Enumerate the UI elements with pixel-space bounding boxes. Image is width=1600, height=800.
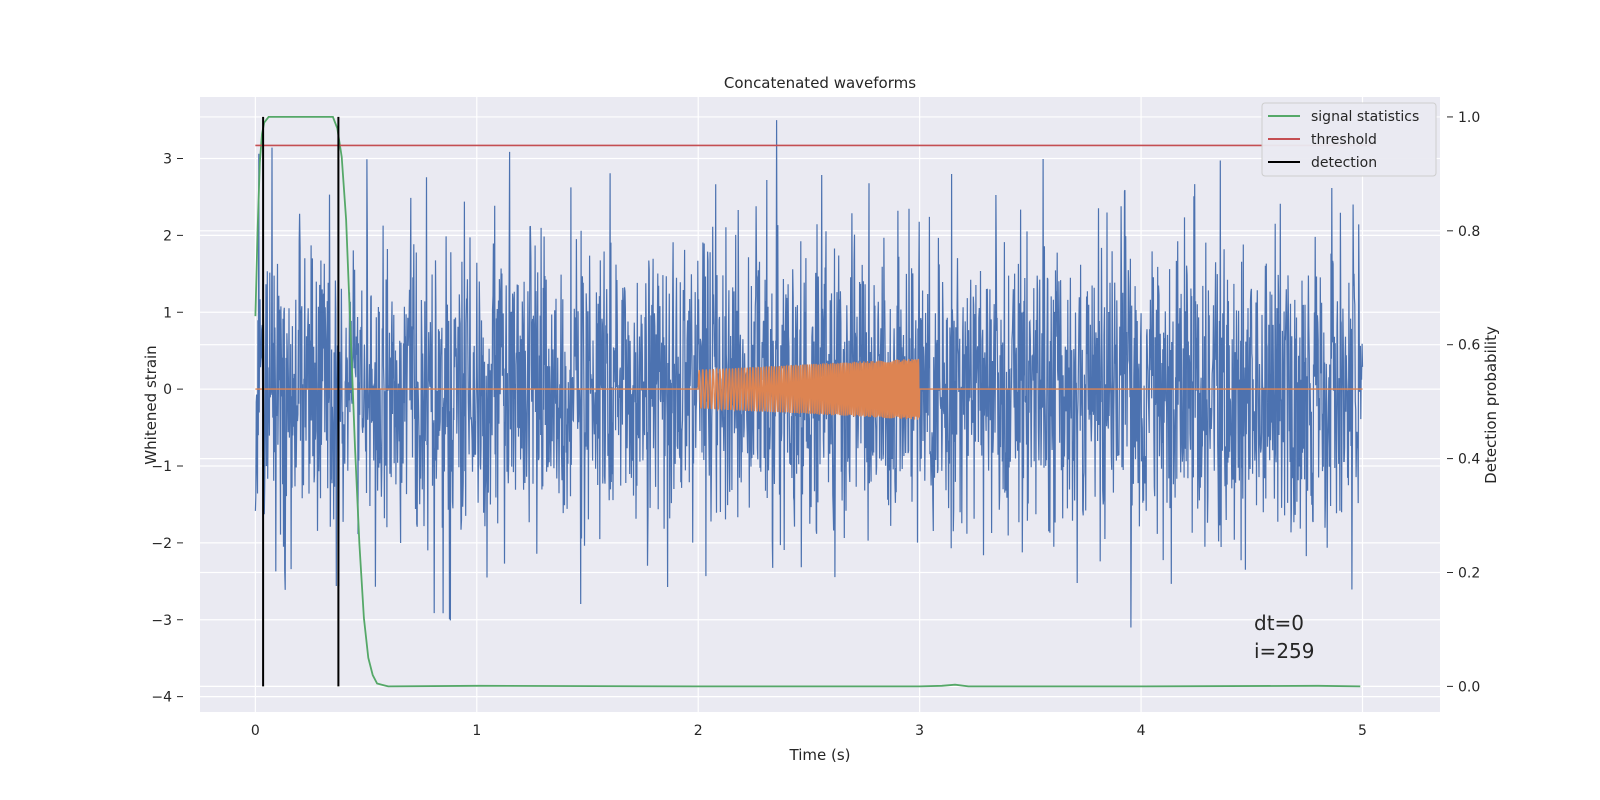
x-tick-label: 2 [694, 723, 703, 739]
y-tick-label: −1 [151, 459, 172, 475]
x-tick-label: 3 [915, 723, 924, 739]
ticks: 0 1 2 3 4 5 3 2 1 0 −1 −2 −3 −4 1.0 0.8 0.6 0.4 0.2 0.0 [151, 110, 1480, 739]
y-right-tick-label: 0.6 [1458, 338, 1480, 354]
y-tick-label: −4 [151, 690, 172, 706]
y-right-tick-label: 0.8 [1458, 224, 1480, 240]
annotation-index: i=259 [1254, 639, 1315, 663]
y-tick-label: 0 [163, 382, 172, 398]
series-layer [254, 116, 1374, 688]
y-right-axis-label: Detection probability [1482, 326, 1500, 484]
x-tick-label: 4 [1137, 723, 1146, 739]
x-axis-label: Time (s) [789, 746, 851, 764]
y-tick-label: 3 [163, 152, 172, 168]
x-tick-label: 1 [472, 723, 481, 739]
x-tick-label: 5 [1358, 723, 1367, 739]
x-tick-label: 0 [251, 723, 260, 739]
y-right-tick-label: 0.0 [1458, 679, 1480, 695]
y-tick-label: 2 [163, 228, 172, 244]
y-right-tick-label: 0.2 [1458, 565, 1480, 581]
y-axis-label: Whitened strain [142, 345, 160, 464]
y-right-tick-label: 1.0 [1458, 110, 1480, 126]
y-tick-label: −2 [151, 536, 172, 552]
chart-title: Concatenated waveforms [724, 74, 916, 92]
y-tick-label: 1 [163, 305, 172, 321]
series-injected-signal [255, 358, 1363, 420]
y-right-tick-label: 0.4 [1458, 452, 1480, 468]
legend-box [1261, 102, 1437, 177]
legend-label-detection: detection [1311, 155, 1377, 171]
annotation-dt: dt=0 [1254, 611, 1304, 635]
y-tick-label: −3 [151, 613, 172, 629]
legend: signal statistics threshold detection [1261, 102, 1437, 177]
series-signal-statistics [254, 116, 1361, 688]
legend-label-threshold: threshold [1311, 132, 1377, 148]
legend-label-signal-statistics: signal statistics [1311, 109, 1419, 125]
